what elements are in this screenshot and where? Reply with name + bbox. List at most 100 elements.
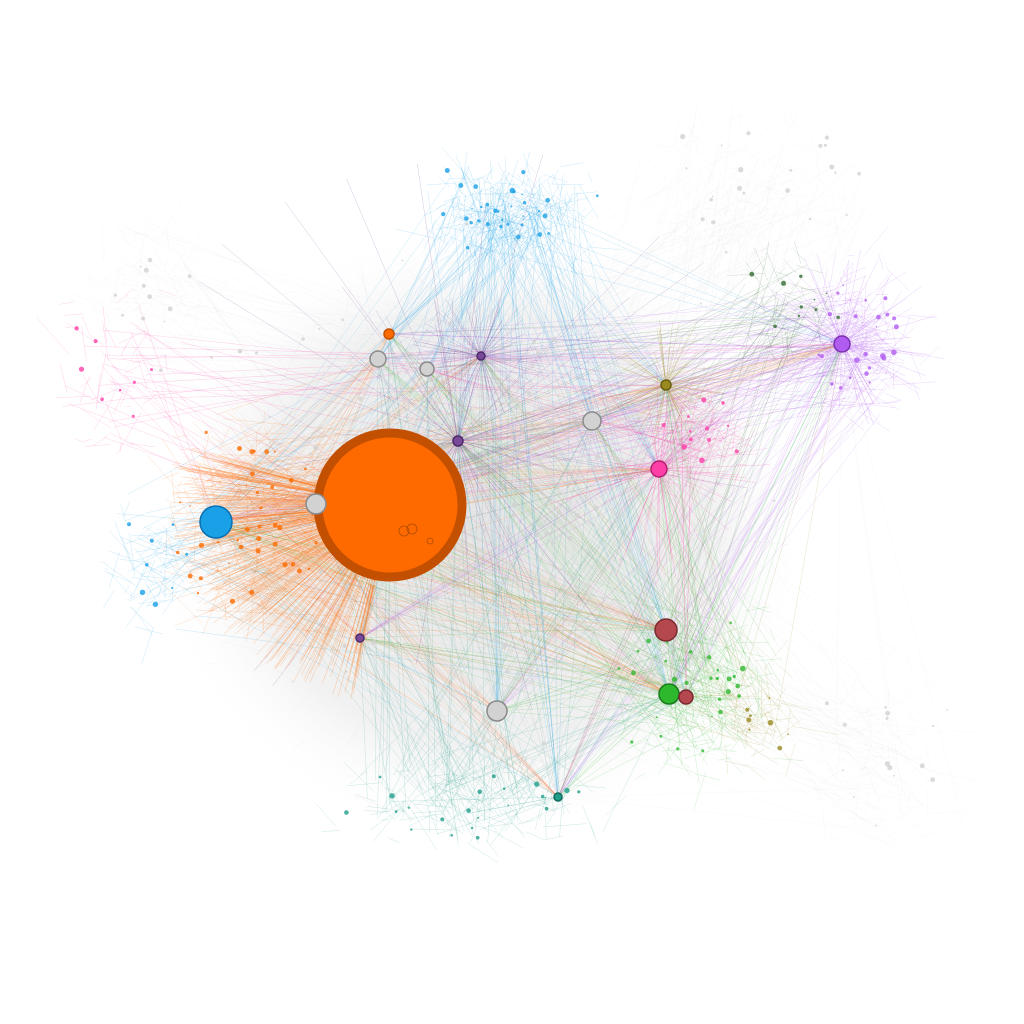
leaf-node [630, 740, 634, 744]
leaf-nodes-layer [74, 131, 949, 840]
leaf-node [496, 210, 500, 213]
leaf-node [636, 649, 640, 653]
leaf-node [189, 505, 191, 507]
leaf-node [401, 259, 404, 262]
leaf-node [814, 308, 818, 312]
hub-node-violet[interactable] [452, 435, 464, 447]
leaf-node [893, 774, 896, 777]
leaf-node [506, 525, 510, 530]
hub-node-sky-blue[interactable] [199, 505, 233, 539]
leaf-node [466, 246, 470, 250]
leaf-node [344, 810, 349, 815]
leaf-node [745, 707, 750, 712]
hub-node-violet[interactable] [476, 351, 486, 361]
edge-star-violet [412, 295, 545, 423]
leaf-node [655, 716, 658, 719]
leaf-node [716, 463, 719, 466]
leaf-node [602, 596, 605, 599]
hub-node-grey[interactable] [369, 350, 387, 368]
leaf-node [542, 741, 546, 746]
leaf-node [171, 523, 175, 526]
leaf-node [737, 694, 741, 698]
leaf-node [501, 218, 504, 221]
leaf-node [477, 789, 483, 795]
leaf-node [229, 598, 236, 604]
leaf-node [813, 298, 816, 301]
hub-node-olive[interactable] [660, 379, 672, 391]
hub-node-maroon[interactable] [654, 618, 678, 642]
leaf-node [732, 674, 736, 679]
leaf-node [487, 492, 493, 498]
leaf-node [519, 488, 524, 493]
leaf-node [893, 324, 899, 330]
leaf-node [682, 422, 688, 427]
leaf-node [141, 316, 146, 321]
leaf-node [545, 197, 550, 203]
hub-node-grey[interactable] [582, 411, 602, 431]
leaf-node [746, 131, 751, 136]
hub-node-orange[interactable] [383, 328, 395, 340]
leaf-node [430, 399, 432, 402]
leaf-node [282, 562, 288, 568]
leaf-node [502, 787, 506, 790]
leaf-node [216, 569, 219, 572]
leaf-node [919, 763, 925, 769]
leaf-node [304, 467, 307, 471]
leaf-node [147, 257, 153, 263]
leaf-node [720, 144, 723, 147]
leaf-node [511, 512, 516, 517]
leaf-node [773, 324, 777, 329]
hub-node-green[interactable] [658, 683, 680, 705]
leaf-node [216, 541, 220, 544]
leaf-node [725, 689, 731, 695]
leaf-node [249, 471, 255, 477]
edge-bundle-dark-green [315, 241, 843, 798]
leaf-node [709, 197, 713, 202]
leaf-node [631, 670, 636, 676]
leaf-node [291, 681, 294, 683]
edge-bundle-sky-blue [100, 333, 843, 798]
hub-node-violet[interactable] [355, 633, 365, 643]
hub-node-grey[interactable] [419, 361, 435, 377]
leaf-node [885, 312, 890, 317]
leaf-node [687, 415, 690, 418]
hub-node-purple[interactable] [833, 335, 851, 353]
leaf-node [709, 676, 713, 680]
leaf-node [78, 366, 85, 372]
hub-node-teal[interactable] [553, 792, 563, 802]
leaf-node [433, 595, 440, 601]
hub-node-grey[interactable] [305, 493, 327, 515]
leaf-node [829, 164, 835, 170]
leaf-node [307, 567, 311, 571]
leaf-node [666, 641, 669, 644]
hub-node-magenta[interactable] [650, 460, 668, 478]
leaf-node [432, 651, 437, 656]
leaf-node [488, 588, 493, 593]
leaf-node [875, 824, 877, 827]
leaf-node [853, 796, 855, 799]
leaf-node [830, 340, 833, 343]
leaf-node [700, 217, 705, 222]
leaf-node [688, 397, 694, 403]
leaf-node [438, 346, 444, 352]
leaf-node [389, 618, 394, 623]
leaf-node [596, 194, 599, 197]
leaf-node [535, 351, 541, 357]
leaf-node [707, 438, 711, 442]
hub-node-maroon[interactable] [678, 689, 694, 705]
leaf-node [880, 353, 886, 359]
leaf-node [659, 734, 663, 738]
leaf-node [738, 167, 744, 173]
leaf-node [544, 797, 547, 799]
leaf-node [139, 589, 146, 595]
leaf-node [507, 804, 510, 807]
leaf-node [485, 222, 490, 227]
leaf-node [768, 697, 771, 699]
hub-node-orange[interactable] [313, 428, 467, 582]
hub-node-grey[interactable] [486, 700, 508, 722]
leaf-node [494, 459, 496, 461]
edge-star-olive [599, 320, 725, 449]
leaf-node [542, 213, 548, 219]
leaf-node [475, 835, 480, 840]
leaf-node [318, 327, 321, 330]
